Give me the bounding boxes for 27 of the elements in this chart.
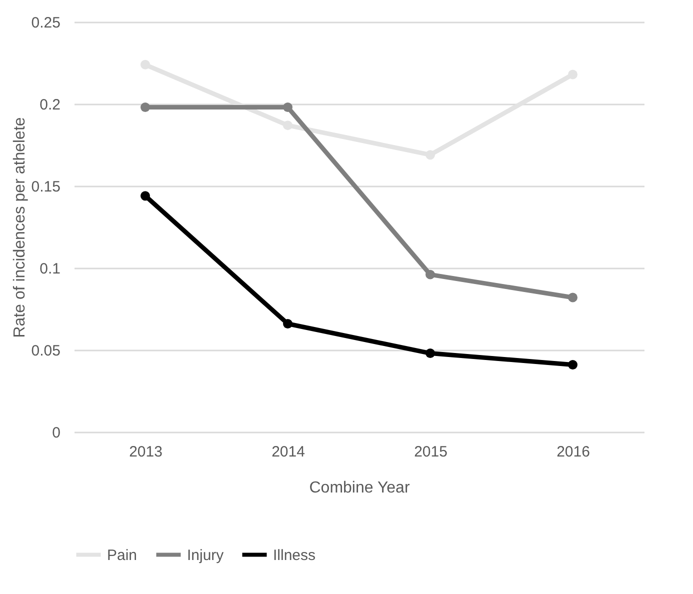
point — [140, 102, 150, 112]
point — [568, 292, 578, 302]
point — [568, 70, 578, 80]
y-tick-label: 0.05 — [31, 342, 60, 360]
y-tick-label: 0.2 — [40, 96, 60, 114]
legend-label: Illness — [273, 546, 316, 564]
y-tick-label: 0 — [52, 424, 60, 442]
x-tick-label: 2015 — [414, 444, 448, 460]
point — [568, 360, 578, 370]
legend-label: Pain — [107, 546, 138, 564]
point — [426, 348, 435, 358]
point — [140, 191, 150, 201]
y-axis-title: Rate of incidences per athelete — [11, 117, 28, 338]
point — [283, 120, 292, 130]
point — [283, 102, 292, 112]
point — [426, 270, 435, 280]
point — [283, 319, 292, 328]
x-tick-label: 2016 — [556, 444, 590, 460]
legend-label: Injury — [187, 546, 224, 564]
point — [426, 150, 435, 160]
x-axis-title: Combine Year — [309, 480, 410, 496]
x-tick-label: 2014 — [272, 444, 305, 460]
y-tick-label: 0.15 — [31, 178, 60, 196]
y-tick-label: 0.1 — [40, 260, 60, 278]
point — [140, 60, 150, 70]
x-tick-label: 2013 — [129, 444, 162, 460]
y-tick-label: 0.25 — [31, 14, 60, 32]
